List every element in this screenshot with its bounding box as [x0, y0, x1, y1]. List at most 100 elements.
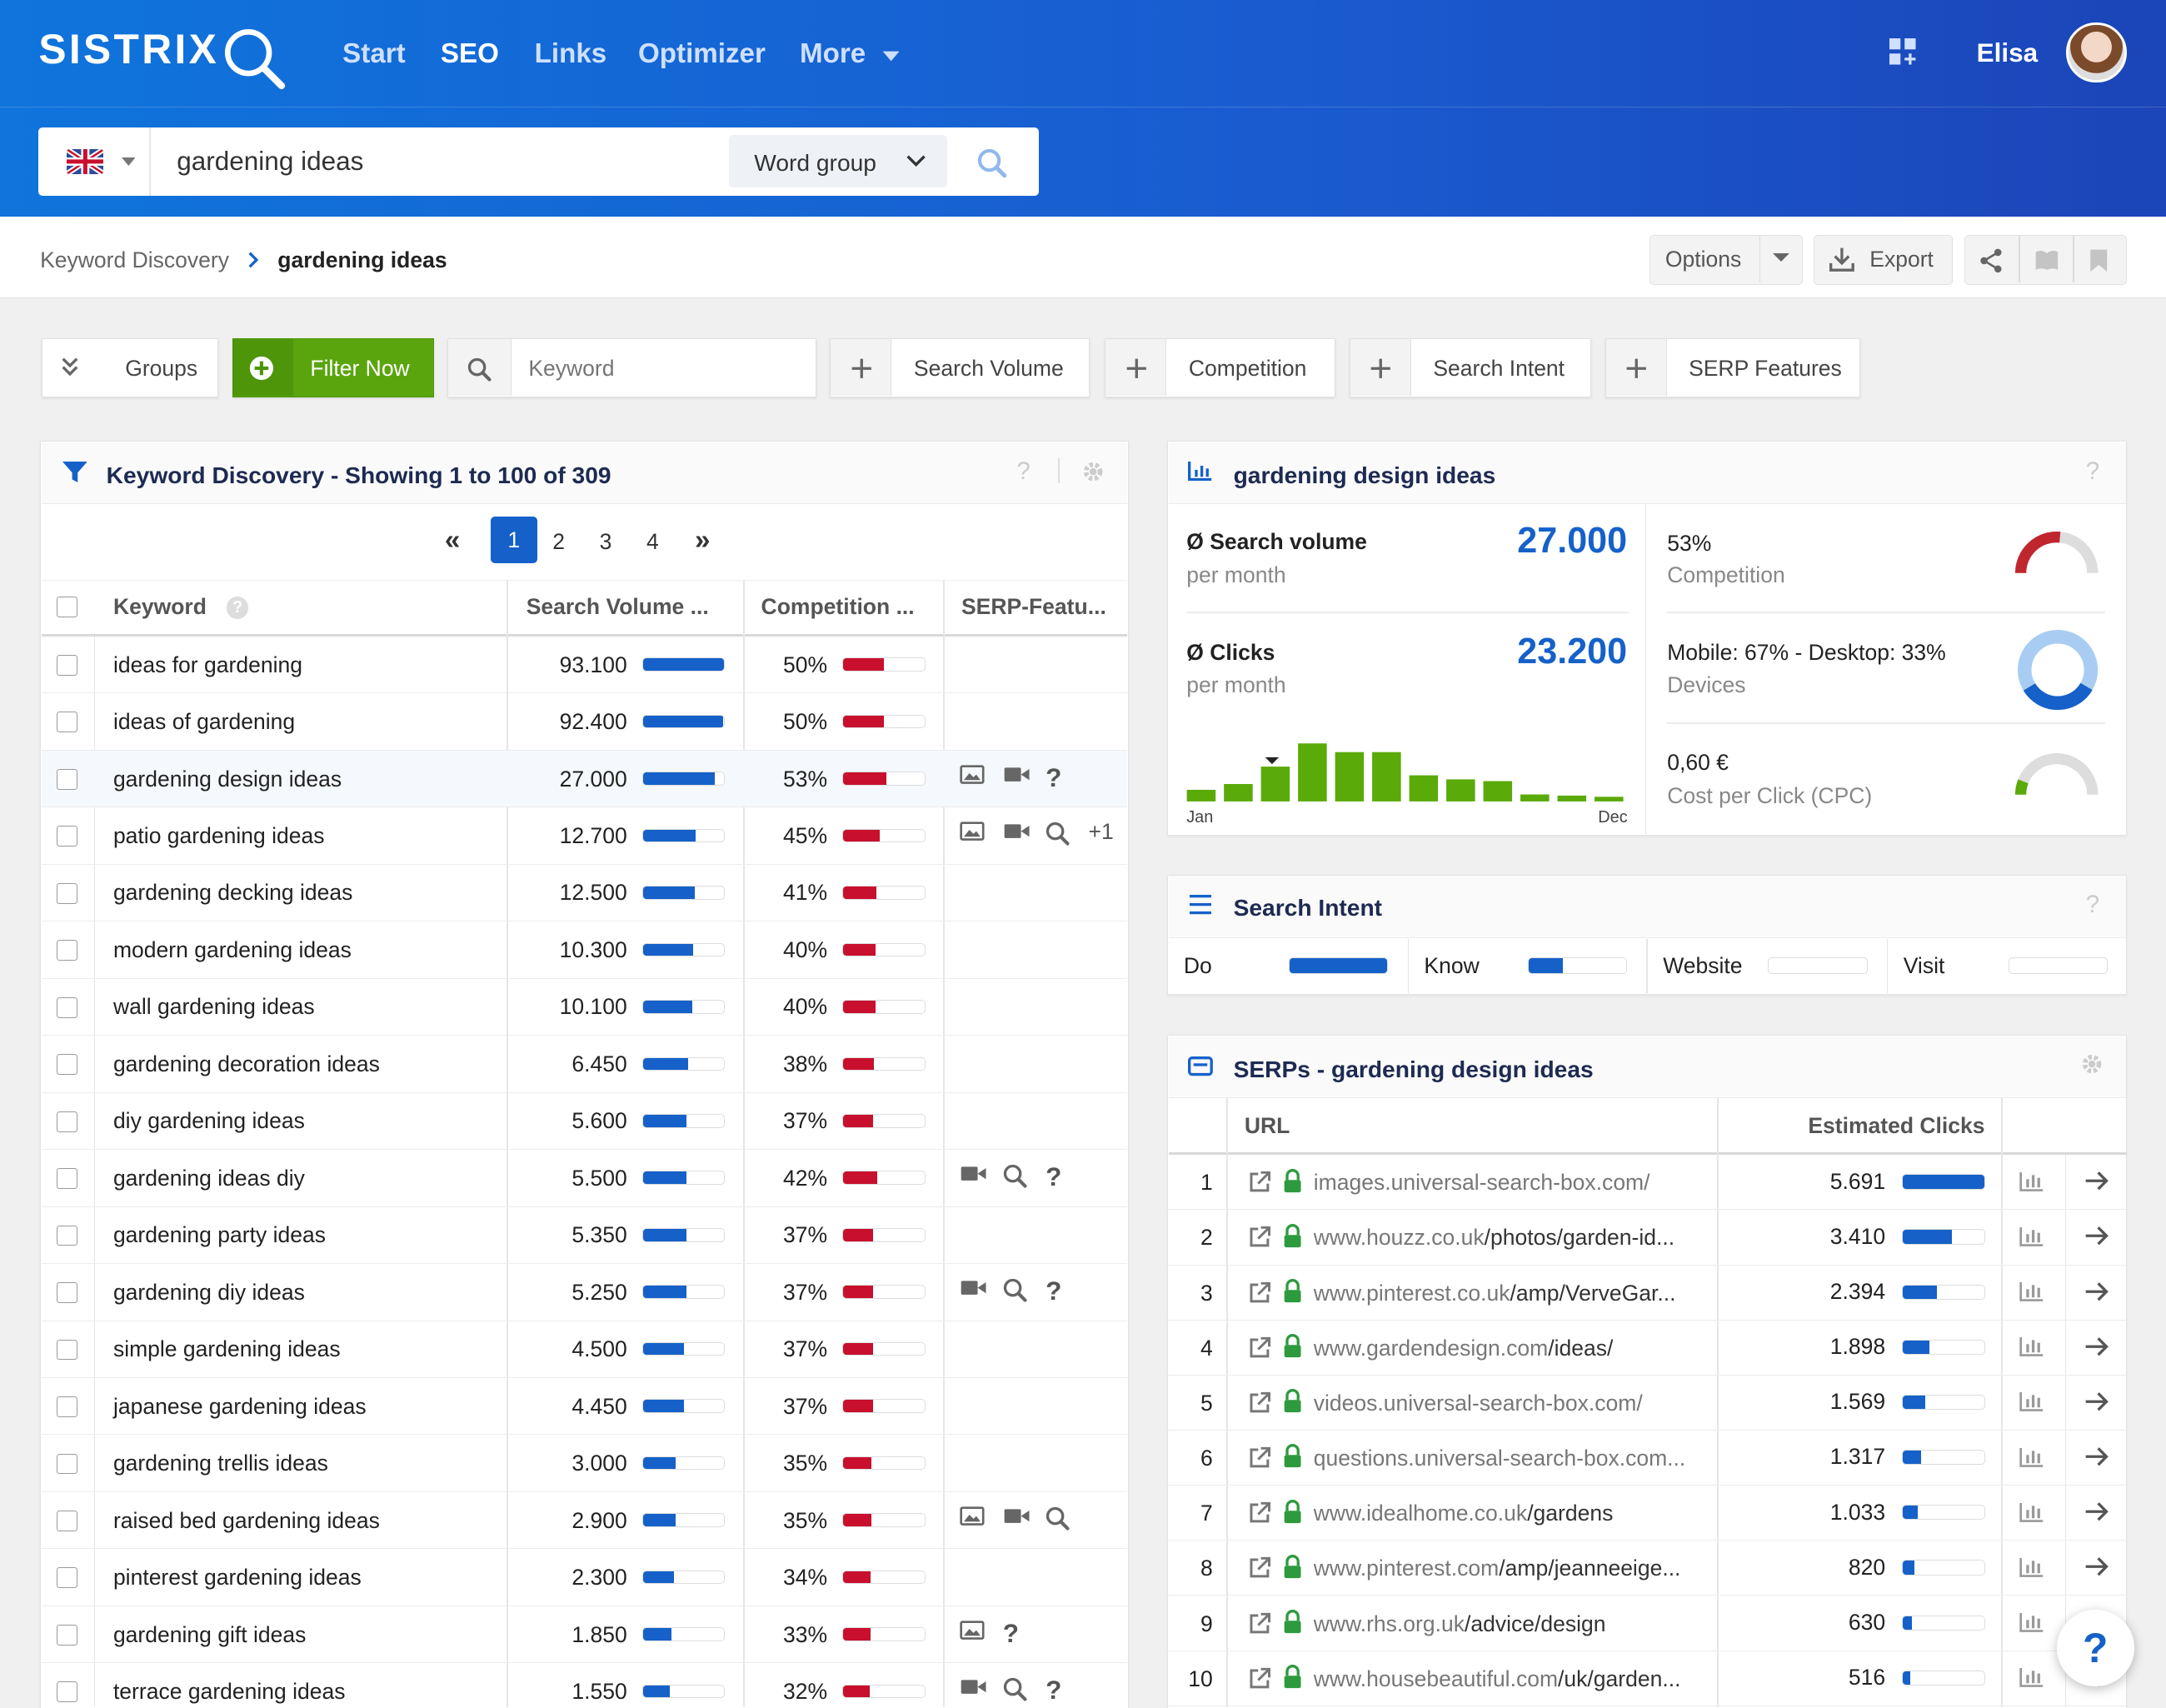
table-row[interactable]: ideas for gardening 93.100 50%	[41, 637, 1127, 694]
competition-column-header[interactable]: Competition ...	[761, 593, 915, 619]
gear-icon[interactable]	[2080, 1052, 2104, 1076]
chart-icon[interactable]	[2019, 1392, 2044, 1418]
table-row[interactable]: diy gardening ideas 5.600 37%	[41, 1093, 1127, 1151]
table-row[interactable]: terrace gardening ideas 1.550 32%?	[42, 1664, 1127, 1708]
search-intent-filter[interactable]: Search Intent	[1349, 338, 1591, 398]
row-checkbox[interactable]	[56, 940, 77, 961]
serp-features-filter[interactable]: SERP Features	[1605, 338, 1861, 398]
keyword-cell[interactable]: raised bed gardening ideas	[112, 1507, 380, 1533]
keyword-cell[interactable]: gardening diy ideas	[112, 1279, 305, 1305]
chart-icon[interactable]	[2019, 1612, 2044, 1638]
table-row[interactable]: simple gardening ideas 4.500 37%	[41, 1321, 1127, 1378]
serp-row[interactable]: 3 www.pinterest.co.uk/amp/VerveGar... 2.39…	[1167, 1265, 2126, 1321]
search-icon[interactable]	[1046, 822, 1071, 852]
serp-row[interactable]: 4 www.gardendesign.com/ideas/1.898	[1167, 1321, 2126, 1376]
image-icon[interactable]	[960, 1621, 985, 1646]
page-3-button[interactable]: 3	[599, 529, 612, 554]
gear-icon[interactable]	[1081, 460, 1105, 483]
arrow-right-icon[interactable]	[2084, 1556, 2109, 1584]
table-row[interactable]: ideas of gardening 92.400 50%	[41, 694, 1127, 751]
row-checkbox[interactable]	[56, 1054, 77, 1076]
serp-row[interactable]: 7 www.idealhome.co.uk/gardens 1.033	[1167, 1486, 2126, 1541]
apps-grid-icon[interactable]	[1889, 38, 1917, 66]
row-checkbox[interactable]	[56, 1624, 77, 1646]
external-link-icon[interactable]	[1247, 1391, 1272, 1421]
keyword-cell[interactable]: gardening gift ideas	[112, 1621, 307, 1647]
row-checkbox[interactable]	[56, 1225, 77, 1246]
keyword-cell[interactable]: wall gardening ideas	[112, 994, 315, 1020]
search-volume-filter[interactable]: Search Volume	[830, 338, 1090, 398]
row-checkbox[interactable]	[56, 996, 77, 1018]
word-group-select[interactable]: Word group	[729, 135, 948, 188]
search-icon[interactable]	[1003, 1278, 1028, 1309]
keyword-cell[interactable]: simple gardening ideas	[112, 1336, 341, 1362]
uk-flag-icon[interactable]	[66, 149, 104, 174]
arrow-right-icon[interactable]	[2084, 1281, 2109, 1309]
external-link-icon[interactable]	[1247, 1611, 1272, 1642]
serp-features-column-header[interactable]: SERP-Featu...	[961, 593, 1106, 619]
chart-icon[interactable]	[2019, 1171, 2044, 1197]
keyword-cell[interactable]: pinterest gardening ideas	[112, 1565, 362, 1591]
url-cell[interactable]: www.pinterest.co.uk/amp/VerveGar...	[1314, 1281, 1714, 1306]
video-icon[interactable]	[960, 1278, 987, 1303]
estimated-clicks-column-header[interactable]: Estimated Clicks	[1808, 1113, 1985, 1139]
table-row[interactable]: pinterest gardening ideas 2.300 34%	[41, 1550, 1127, 1606]
url-cell[interactable]: www.rhs.org.uk/advice/design	[1314, 1611, 1714, 1637]
country-dropdown-icon[interactable]	[121, 157, 136, 167]
keyword-cell[interactable]: gardening party ideas	[112, 1222, 326, 1248]
options-button[interactable]: Options	[1649, 234, 1803, 285]
help-icon[interactable]: ?	[226, 597, 249, 619]
chart-icon[interactable]	[2019, 1226, 2044, 1252]
serp-row[interactable]: 1 images.universal-search-box.com/5.691	[1167, 1155, 2126, 1211]
first-page-icon[interactable]: «	[444, 525, 461, 557]
keyword-cell[interactable]: gardening trellis ideas	[112, 1451, 328, 1476]
row-checkbox[interactable]	[56, 1111, 77, 1132]
keyword-cell[interactable]: ideas of gardening	[112, 709, 296, 735]
external-link-icon[interactable]	[1247, 1336, 1272, 1366]
book-icon[interactable]	[2034, 249, 2059, 272]
user-name[interactable]: Elisa	[1976, 37, 2039, 67]
chart-icon[interactable]	[2019, 1502, 2044, 1528]
page-1-button[interactable]: 1	[490, 517, 537, 564]
url-cell[interactable]: www.gardendesign.com/ideas/	[1314, 1336, 1714, 1361]
chart-icon[interactable]	[2019, 1557, 2044, 1583]
serp-row[interactable]: 6 questions.universal-search-box.com... 1.…	[1167, 1431, 2126, 1486]
select-all-checkbox[interactable]	[56, 597, 77, 618]
row-checkbox[interactable]	[56, 768, 77, 790]
row-checkbox[interactable]	[56, 826, 77, 847]
export-button[interactable]: Export	[1813, 234, 1954, 285]
row-checkbox[interactable]	[56, 712, 77, 733]
chart-icon[interactable]	[2019, 1667, 2044, 1693]
url-cell[interactable]: www.pinterest.com/amp/jeanneeige...	[1314, 1556, 1714, 1581]
video-icon[interactable]	[1003, 1506, 1031, 1531]
table-row[interactable]: raised bed gardening ideas 2.900 35%	[41, 1492, 1127, 1550]
search-icon[interactable]	[976, 147, 1009, 180]
question-icon[interactable]: ?	[1046, 762, 1062, 792]
row-checkbox[interactable]	[56, 1453, 77, 1475]
arrow-right-icon[interactable]	[2084, 1391, 2109, 1419]
keyword-filter-input[interactable]	[528, 354, 805, 382]
row-checkbox[interactable]	[56, 1681, 77, 1703]
keyword-cell[interactable]: ideas for gardening	[112, 652, 302, 677]
arrow-right-icon[interactable]	[2084, 1446, 2109, 1474]
keyword-column-header[interactable]: Keyword	[112, 593, 207, 619]
row-checkbox[interactable]	[56, 1282, 77, 1303]
external-link-icon[interactable]	[1247, 1446, 1272, 1476]
filter-now-button[interactable]: Filter Now	[232, 338, 434, 398]
row-checkbox[interactable]	[56, 1396, 77, 1417]
arrow-right-icon[interactable]	[2084, 1501, 2109, 1529]
row-checkbox[interactable]	[56, 1511, 77, 1531]
table-row[interactable]: gardening trellis ideas 3.000 35%	[41, 1436, 1127, 1492]
image-icon[interactable]	[960, 765, 985, 790]
table-row[interactable]: patio gardening ideas 12.700 45% +1	[41, 808, 1127, 865]
search-icon[interactable]	[1046, 1506, 1071, 1537]
keyword-search-input[interactable]	[177, 143, 730, 180]
competition-filter[interactable]: Competition	[1105, 338, 1336, 398]
row-checkbox[interactable]	[56, 1339, 77, 1361]
keyword-cell[interactable]: terrace gardening ideas	[112, 1679, 346, 1705]
arrow-right-icon[interactable]	[2084, 1336, 2109, 1364]
url-cell[interactable]: videos.universal-search-box.com/	[1314, 1391, 1714, 1416]
url-cell[interactable]: www.idealhome.co.uk/gardens	[1314, 1501, 1714, 1526]
serp-row[interactable]: 9 www.rhs.org.uk/advice/design 630	[1167, 1596, 2126, 1651]
url-column-header[interactable]: URL	[1244, 1113, 1290, 1139]
